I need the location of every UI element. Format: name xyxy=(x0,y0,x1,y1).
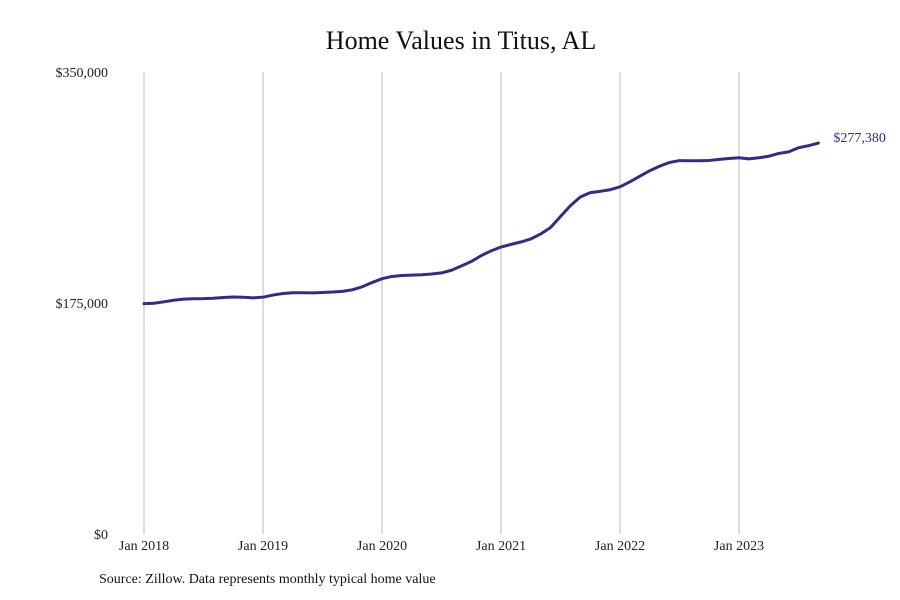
x-tick-label: Jan 2022 xyxy=(595,539,645,554)
y-tick-label: $0 xyxy=(94,528,108,543)
x-tick-label: Jan 2018 xyxy=(119,539,169,554)
x-axis-ticks: Jan 2018 Jan 2019 Jan 2020 Jan 2021 Jan 2022… xyxy=(119,539,764,554)
y-tick-label: $175,000 xyxy=(56,297,109,312)
chart-title: Home Values in Titus, AL xyxy=(325,26,597,55)
x-tick-label: Jan 2021 xyxy=(476,539,526,554)
x-tick-label: Jan 2019 xyxy=(238,539,288,554)
end-value-label: $277,380 xyxy=(833,131,886,146)
series-line xyxy=(142,141,820,306)
source-note: Source: Zillow. Data represents monthly … xyxy=(99,572,436,587)
x-tick-label: Jan 2023 xyxy=(714,539,764,554)
y-tick-label: $350,000 xyxy=(56,66,109,81)
y-axis-ticks: $0 $175,000 $350,000 xyxy=(56,66,109,543)
vertical-gridlines xyxy=(143,72,740,534)
x-tick-label: Jan 2020 xyxy=(357,539,407,554)
